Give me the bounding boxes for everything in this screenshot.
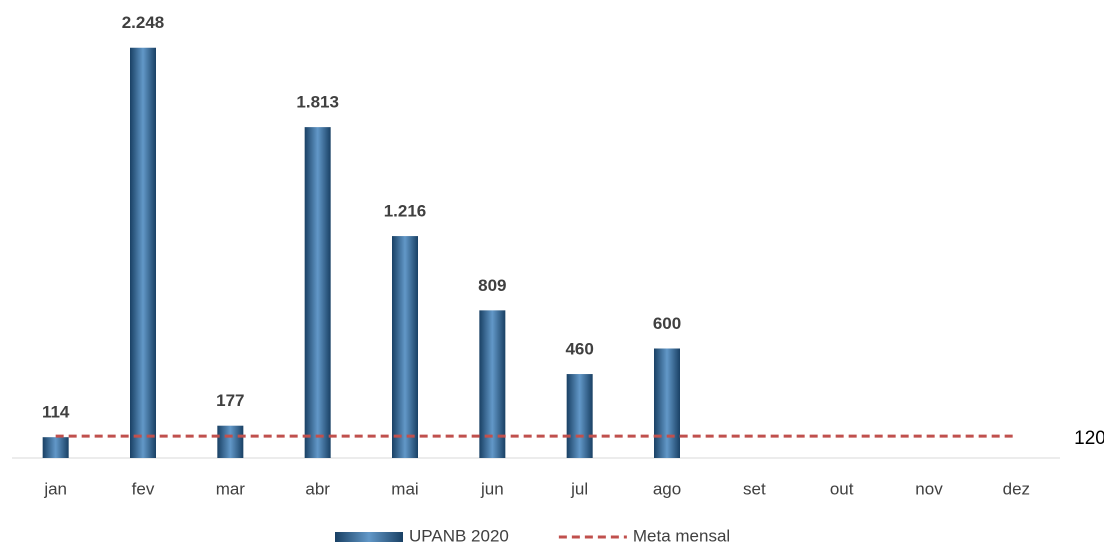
bar: [304, 127, 331, 458]
x-tick-label: fev: [132, 479, 155, 498]
x-tick-label: nov: [915, 479, 943, 498]
x-tick-label: ago: [653, 479, 681, 498]
x-tick-label: mar: [216, 479, 246, 498]
x-tick-label: jul: [570, 479, 588, 498]
value-label: 120: [1074, 428, 1104, 449]
value-label: 2.248: [122, 13, 165, 32]
x-tick-label: set: [743, 479, 766, 498]
value-label: 114: [42, 403, 70, 422]
bar: [42, 437, 69, 458]
x-tick-label: dez: [1003, 479, 1030, 498]
bar: [217, 425, 244, 458]
x-tick-label: out: [830, 479, 854, 498]
legend-label: Meta mensal: [633, 526, 730, 545]
bar: [566, 374, 593, 458]
legend-label: UPANB 2020: [409, 526, 509, 545]
value-label: 809: [478, 276, 506, 295]
x-tick-label: abr: [305, 479, 330, 498]
value-label: 600: [653, 314, 681, 333]
value-label: 460: [565, 340, 593, 359]
x-tick-label: mai: [391, 479, 418, 498]
bar: [130, 47, 156, 459]
legend-swatch: [335, 532, 403, 542]
value-label: 1.216: [384, 202, 427, 221]
bar: [392, 236, 418, 458]
x-tick-label: jun: [480, 479, 504, 498]
value-label: 177: [216, 391, 244, 410]
value-label: 1.813: [296, 93, 339, 112]
bar: [479, 310, 506, 458]
bar: [654, 348, 680, 458]
x-tick-label: jan: [43, 479, 67, 498]
